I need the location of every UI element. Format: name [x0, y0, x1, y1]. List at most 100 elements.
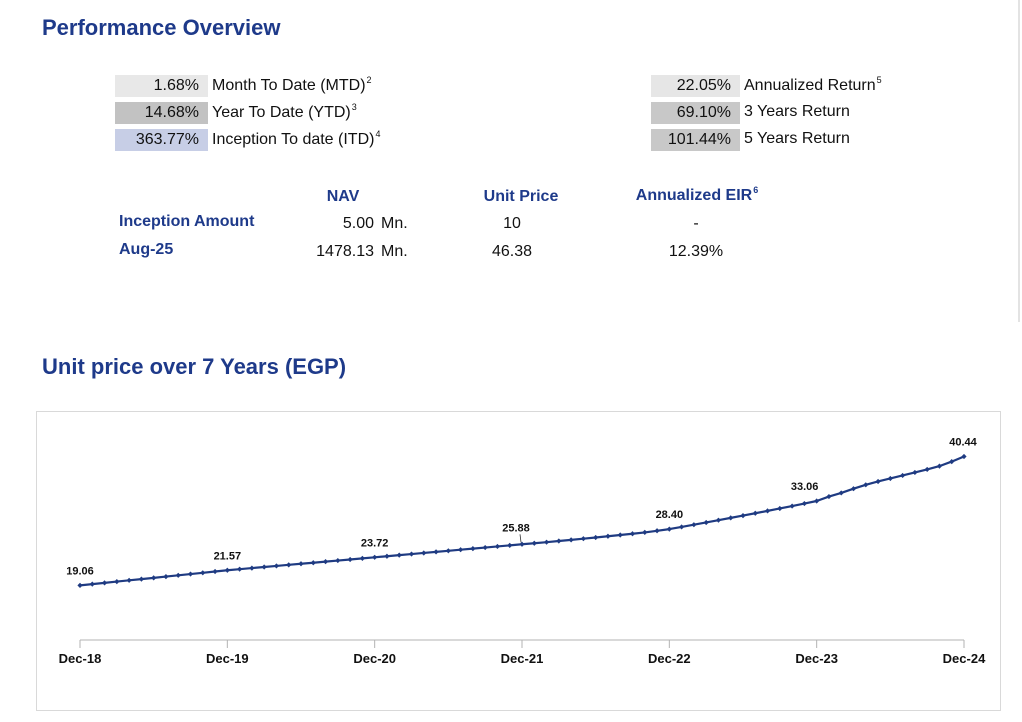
- data-point: [789, 503, 795, 509]
- data-point: [912, 469, 918, 476]
- data-point: [237, 566, 243, 572]
- data-point: [580, 536, 586, 542]
- x-tick-label: Dec-23: [795, 651, 838, 666]
- data-point: [151, 575, 157, 581]
- data-point: [666, 526, 672, 532]
- data-point: [445, 548, 451, 554]
- data-point: [593, 534, 599, 541]
- unit-price-chart: Dec-18 Dec-19 Dec-20 Dec-21 Dec-22 Dec-23 Dec-…: [59, 437, 986, 666]
- data-point: [642, 529, 648, 536]
- chart-frame: Dec-18 Dec-19 Dec-20 Dec-21 Dec-22 Dec-23 Dec-…: [36, 411, 1001, 711]
- data-point: [114, 578, 120, 585]
- itd-footnote: 4: [375, 129, 381, 139]
- data-label: 19.06: [66, 565, 94, 577]
- data-label: 21.57: [214, 550, 242, 562]
- data-point: [764, 508, 771, 514]
- data-point: [654, 528, 660, 534]
- ytd-value: 14.68%: [115, 102, 208, 124]
- data-point: [273, 563, 280, 569]
- data-point: [249, 565, 255, 571]
- data-point: [777, 505, 783, 512]
- data-point: [89, 581, 95, 587]
- x-tick-label: Dec-20: [353, 651, 396, 666]
- data-label: 40.44: [949, 437, 977, 449]
- data-point: [421, 550, 427, 556]
- data-point: [887, 475, 893, 482]
- data-point: [568, 537, 574, 543]
- data-point: [212, 568, 218, 575]
- data-point: [347, 556, 353, 563]
- data-label: 28.40: [656, 509, 684, 521]
- data-point: [335, 557, 341, 564]
- three-year-return-label: 3 Years Return: [744, 103, 850, 120]
- data-point: [826, 493, 832, 500]
- data-point: [519, 541, 525, 547]
- inception-eir: -: [693, 215, 699, 232]
- data-point: [138, 576, 144, 582]
- data-point: [863, 482, 869, 488]
- mtd-value: 1.68%: [115, 75, 208, 97]
- data-point: [752, 510, 758, 516]
- data-point: [408, 551, 415, 557]
- unit-price-header: Unit Price: [483, 188, 559, 205]
- itd-value: 363.77%: [115, 129, 208, 151]
- data-point: [531, 540, 537, 546]
- data-point: [900, 472, 906, 479]
- data-point: [458, 547, 464, 553]
- current-nav-value: 1478.13: [316, 243, 374, 260]
- data-point: [740, 512, 746, 519]
- x-tick-label: Dec-18: [59, 651, 102, 666]
- inception-row-label: Inception Amount: [119, 213, 255, 230]
- data-point: [949, 458, 955, 465]
- data-point: [200, 570, 206, 576]
- data-point: [310, 560, 316, 566]
- current-eir: 12.39%: [668, 243, 724, 260]
- data-point: [507, 542, 513, 548]
- three-year-return-value: 69.10%: [651, 102, 740, 124]
- ytd-label: Year To Date (YTD)3: [212, 102, 357, 124]
- page-edge-rule: [1018, 0, 1020, 322]
- data-point: [126, 577, 132, 583]
- itd-label: Inception To date (ITD)4: [212, 129, 380, 151]
- annualized-return-value: 22.05%: [651, 75, 740, 97]
- five-year-return-label: 5 Years Return: [744, 130, 850, 147]
- data-point: [101, 580, 108, 586]
- data-point: [728, 515, 734, 521]
- x-tick-label: Dec-21: [501, 651, 544, 666]
- data-point: [187, 571, 194, 577]
- data-point: [286, 562, 292, 568]
- current-nav-unit: Mn.: [381, 243, 408, 260]
- series-line: [79, 455, 965, 587]
- annualized-return-label-text: Annualized Return: [744, 77, 876, 94]
- x-tick-label: Dec-24: [943, 651, 986, 666]
- data-point: [617, 532, 623, 538]
- data-point: [163, 573, 169, 580]
- ytd-label-text: Year To Date (YTD): [212, 104, 351, 121]
- x-tick-label: Dec-19: [206, 651, 249, 666]
- data-point: [543, 539, 550, 545]
- data-point: [875, 478, 881, 485]
- x-tick-label: Dec-22: [648, 651, 691, 666]
- data-label: 25.88: [502, 522, 530, 534]
- data-point: [715, 517, 722, 523]
- performance-title: Performance Overview: [42, 15, 281, 40]
- inception-nav-unit: Mn.: [381, 215, 408, 232]
- annualized-return-label: Annualized Return5: [744, 75, 882, 97]
- data-point: [322, 559, 329, 565]
- mtd-label-text: Month To Date (MTD): [212, 77, 366, 94]
- current-row-label: Aug-25: [119, 241, 174, 258]
- data-point: [679, 524, 685, 530]
- data-point: [470, 546, 476, 552]
- current-unit-price: 46.38: [491, 243, 533, 260]
- data-point: [801, 500, 807, 507]
- eir-header: Annualized EIR6: [607, 185, 787, 206]
- data-point: [629, 531, 636, 537]
- data-point: [924, 466, 930, 473]
- data-point: [224, 567, 230, 573]
- data-label: 23.72: [361, 537, 389, 549]
- mtd-footnote: 2: [366, 75, 372, 85]
- data-point: [703, 519, 709, 526]
- data-label: 33.06: [791, 481, 819, 493]
- data-point: [298, 561, 304, 567]
- ytd-footnote: 3: [351, 102, 357, 112]
